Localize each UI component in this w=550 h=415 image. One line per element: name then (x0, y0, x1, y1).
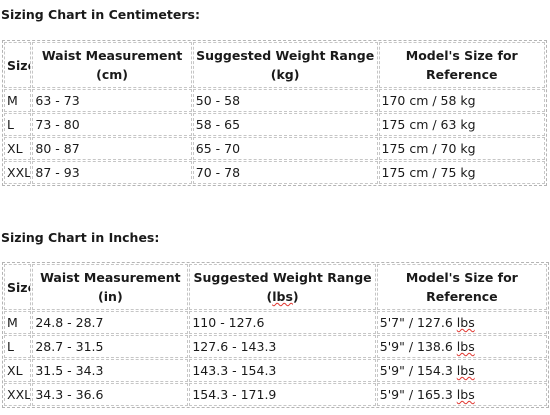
waist-cell: 87 - 93 (32, 161, 192, 184)
sizing-chart-inches-table: Size Waist Measurement (in) Suggested We… (2, 262, 549, 408)
size-cell: XXL (4, 383, 32, 406)
size-cell: XXL (4, 161, 32, 184)
weight-cell: 110 - 127.6 (189, 311, 376, 334)
table-row: L 28.7 - 31.5 127.6 - 143.3 5'9" / 138.6… (4, 335, 547, 358)
table-header-row: Size Waist Measurement (in) Suggested We… (4, 264, 547, 310)
header-waist-measurement: Waist Measurement (in) (32, 264, 189, 310)
header-size: Size (4, 42, 32, 88)
sizing-chart-centimeters-heading: Sizing Chart in Centimeters: (1, 7, 200, 22)
waist-cell: 28.7 - 31.5 (32, 335, 189, 358)
header-model-size: Model's Size for Reference (378, 42, 545, 88)
model-size-cell: 175 cm / 75 kg (378, 161, 545, 184)
header-suggested-weight-range: Suggested Weight Range (kg) (192, 42, 378, 88)
size-cell: L (4, 335, 32, 358)
table-row: XXL 87 - 93 70 - 78 175 cm / 75 kg (4, 161, 545, 184)
waist-cell: 80 - 87 (32, 137, 192, 160)
size-cell: M (4, 89, 32, 112)
size-cell: XL (4, 359, 32, 382)
table-row: XXL 34.3 - 36.6 154.3 - 171.9 5'9" / 165… (4, 383, 547, 406)
model-size-cell: 175 cm / 63 kg (378, 113, 545, 136)
header-size: Size (4, 264, 32, 310)
model-size-cell: 5'7" / 127.6 lbs (376, 311, 547, 334)
waist-cell: 31.5 - 34.3 (32, 359, 189, 382)
table-header-row: Size Waist Measurement (cm) Suggested We… (4, 42, 545, 88)
size-cell: XL (4, 137, 32, 160)
waist-cell: 34.3 - 36.6 (32, 383, 189, 406)
sizing-chart-centimeters-table: Size Waist Measurement (cm) Suggested We… (2, 40, 547, 186)
weight-cell: 154.3 - 171.9 (189, 383, 376, 406)
weight-cell: 70 - 78 (192, 161, 378, 184)
waist-cell: 73 - 80 (32, 113, 192, 136)
header-waist-measurement: Waist Measurement (cm) (32, 42, 192, 88)
waist-cell: 63 - 73 (32, 89, 192, 112)
table-row: L 73 - 80 58 - 65 175 cm / 63 kg (4, 113, 545, 136)
table-row: M 63 - 73 50 - 58 170 cm / 58 kg (4, 89, 545, 112)
weight-cell: 127.6 - 143.3 (189, 335, 376, 358)
size-cell: M (4, 311, 32, 334)
weight-cell: 58 - 65 (192, 113, 378, 136)
waist-cell: 24.8 - 28.7 (32, 311, 189, 334)
model-size-cell: 175 cm / 70 kg (378, 137, 545, 160)
header-suggested-weight-range: Suggested Weight Range (lbs) (189, 264, 376, 310)
table-row: XL 31.5 - 34.3 143.3 - 154.3 5'9" / 154.… (4, 359, 547, 382)
size-cell: L (4, 113, 32, 136)
table-row: XL 80 - 87 65 - 70 175 cm / 70 kg (4, 137, 545, 160)
weight-cell: 50 - 58 (192, 89, 378, 112)
model-size-cell: 5'9" / 138.6 lbs (376, 335, 547, 358)
header-model-size: Model's Size for Reference (376, 264, 547, 310)
model-size-cell: 5'9" / 154.3 lbs (376, 359, 547, 382)
weight-cell: 65 - 70 (192, 137, 378, 160)
weight-cell: 143.3 - 154.3 (189, 359, 376, 382)
sizing-chart-inches-heading: Sizing Chart in Inches: (1, 230, 160, 245)
model-size-cell: 5'9" / 165.3 lbs (376, 383, 547, 406)
table-row: M 24.8 - 28.7 110 - 127.6 5'7" / 127.6 l… (4, 311, 547, 334)
model-size-cell: 170 cm / 58 kg (378, 89, 545, 112)
